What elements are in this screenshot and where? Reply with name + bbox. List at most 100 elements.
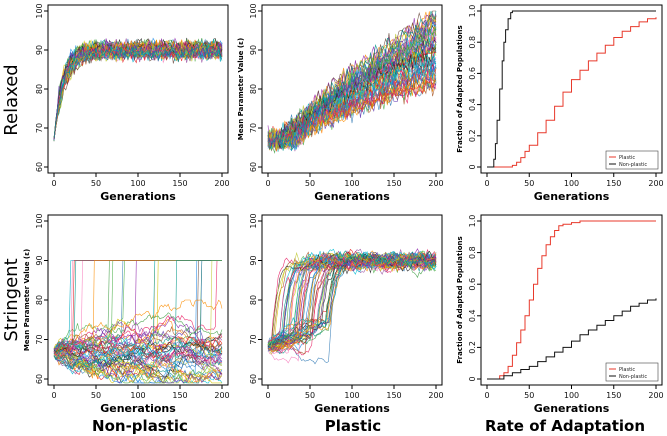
x-tick-label: 150 [386, 179, 401, 188]
y-tick-label: 0.4 [468, 98, 477, 111]
y-tick-label: 60 [35, 162, 44, 172]
x-tick-label: 150 [172, 391, 187, 400]
replicate-line [53, 42, 223, 140]
x-tick-label: 50 [524, 179, 534, 188]
plot-area [53, 260, 223, 384]
y-tick-label: 100 [249, 213, 258, 228]
replicate-line [267, 55, 437, 148]
series-line-plastic [487, 220, 656, 380]
y-tick-label: 0 [468, 376, 477, 381]
series-line-non-plastic [487, 298, 657, 380]
y-tick-label: 80 [35, 84, 44, 94]
y-tick-label: 0.6 [468, 278, 477, 291]
x-tick-label: 0 [51, 391, 56, 400]
column-label-non-plastic: Non-plastic [92, 417, 188, 435]
legend-box [605, 362, 659, 382]
x-tick-label: 100 [564, 179, 579, 188]
y-tick-label: 0.8 [468, 36, 477, 49]
y-tick-label: 0 [468, 164, 477, 169]
y-tick-label: 70 [35, 123, 44, 133]
replicate-line [53, 325, 223, 353]
replicate-line [267, 251, 437, 343]
y-axis-label: Fraction of Adapted Populations [456, 25, 464, 152]
plot-area [53, 37, 223, 142]
x-tick-label: 150 [172, 179, 187, 188]
y-tick-label: 0.6 [468, 67, 477, 80]
x-tick-label: 0 [484, 179, 489, 188]
x-axis-label: Generations [534, 402, 610, 415]
plot-area [487, 10, 657, 168]
column-label-plastic: Plastic [325, 417, 381, 435]
x-tick-label: 0 [265, 391, 270, 400]
replicate-line [267, 17, 437, 149]
y-axis-label: Mean Parameter Value (ε) [23, 249, 31, 351]
x-tick-label: 0 [51, 179, 56, 188]
y-axis-label: Fraction of Adapted Populations [456, 236, 464, 363]
replicate-line [267, 252, 437, 343]
y-tick-label: 60 [249, 162, 258, 172]
replicate-line [53, 260, 222, 378]
y-tick-label: 1.0 [468, 5, 477, 18]
series-line-plastic [487, 17, 657, 168]
y-axis-label: Mean Parameter Value (ε) [237, 38, 245, 140]
x-tick-label: 100 [130, 391, 145, 400]
x-tick-label: 200 [648, 179, 663, 188]
y-tick-label: 80 [249, 84, 258, 94]
x-tick-label: 100 [564, 391, 579, 400]
replicate-line [53, 342, 223, 370]
legend-entry: Plastic [619, 155, 635, 161]
replicate-line [53, 343, 223, 376]
x-tick-label: 150 [386, 391, 401, 400]
panel-stringent-plastic: 0 50 100 150 200 60 70 80 90 100 Generations [249, 213, 444, 415]
replicate-line [267, 252, 437, 364]
replicate-line [267, 251, 437, 347]
x-tick-label: 50 [524, 391, 534, 400]
replicate-line [53, 344, 223, 370]
replicate-line [267, 251, 437, 348]
panel-relaxed-rate: 0 50 100 150 200 0 0.2 0.4 0.6 0.8 1.0 Generations F… [456, 4, 664, 203]
x-tick-label: 200 [214, 391, 229, 400]
replicate-line [267, 13, 437, 146]
x-tick-label: 0 [484, 391, 489, 400]
column-label-rate-of-adaptation: Rate of Adaptation [485, 417, 645, 435]
legend-entry: Non-plastic [619, 162, 647, 168]
panel-relaxed-nonplastic: 0 50 100 150 200 60 70 80 90 100 Generations [35, 3, 230, 203]
x-tick-label: 50 [91, 179, 101, 188]
y-tick-label: 60 [35, 374, 44, 384]
replicate-line [267, 10, 437, 152]
y-tick-label: 70 [35, 334, 44, 344]
x-axis-label: Generations [314, 402, 390, 415]
plot-area [487, 220, 657, 380]
x-tick-label: 150 [606, 179, 621, 188]
y-tick-label: 0.2 [468, 341, 477, 354]
plot-frame [47, 4, 229, 174]
y-tick-label: 100 [35, 3, 44, 18]
y-tick-label: 70 [249, 123, 258, 133]
panel-stringent-nonplastic: 0 50 100 150 200 60 70 80 90 100 Generations Mean P… [23, 213, 230, 415]
replicate-line [267, 36, 437, 146]
replicate-line [53, 346, 223, 384]
y-tick-label: 0.4 [468, 309, 477, 322]
x-axis-label: Generations [314, 190, 390, 203]
legend-box [605, 150, 659, 170]
replicate-line [267, 41, 437, 147]
replicate-line [53, 334, 223, 375]
x-tick-label: 50 [305, 179, 315, 188]
replicate-line [267, 253, 437, 347]
x-tick-label: 50 [91, 391, 101, 400]
replicate-line [267, 252, 437, 355]
x-tick-label: 200 [214, 179, 229, 188]
replicate-line [53, 312, 223, 355]
legend-entry: Plastic [619, 367, 635, 373]
panel-relaxed-plastic: 0 50 100 150 200 60 70 80 90 100 Generations Mean P… [237, 3, 444, 203]
replicate-line [53, 324, 223, 363]
y-tick-label: 100 [249, 3, 258, 18]
y-tick-label: 90 [35, 255, 44, 265]
plot-area [267, 10, 437, 154]
replicate-line [53, 351, 223, 384]
x-tick-label: 100 [344, 391, 359, 400]
replicate-line [53, 260, 222, 367]
legend-entry: Non-plastic [619, 374, 647, 380]
